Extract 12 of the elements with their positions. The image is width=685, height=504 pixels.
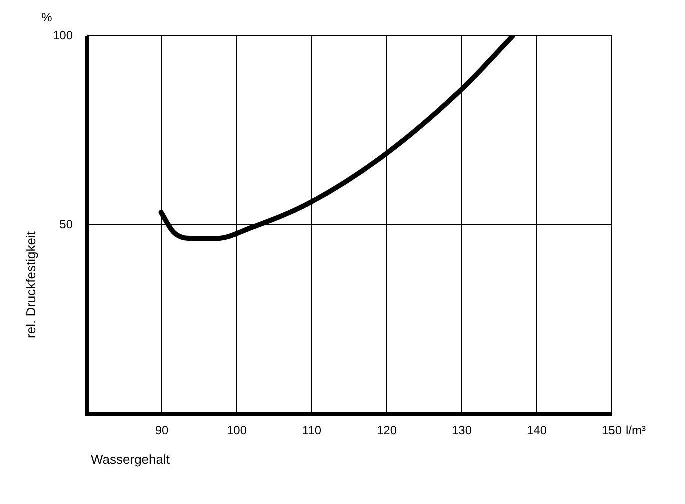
text: %	[42, 10, 53, 24]
y-axis-title: rel. Druckfestigkeit	[24, 231, 39, 338]
x-tick-label: 150	[602, 424, 622, 438]
x-tick-label: 130	[452, 424, 472, 438]
x-axis-title: Wassergehalt	[91, 452, 170, 468]
x-tick-label: 110	[302, 424, 322, 438]
x-tick-label: 90	[155, 424, 169, 438]
x-tick-label: 140	[526, 424, 548, 438]
x-tick-label: 120	[376, 424, 398, 438]
x-tick-label: 100	[226, 424, 248, 438]
text: l/m³	[626, 423, 646, 438]
y-tick-label: 50	[60, 217, 74, 232]
